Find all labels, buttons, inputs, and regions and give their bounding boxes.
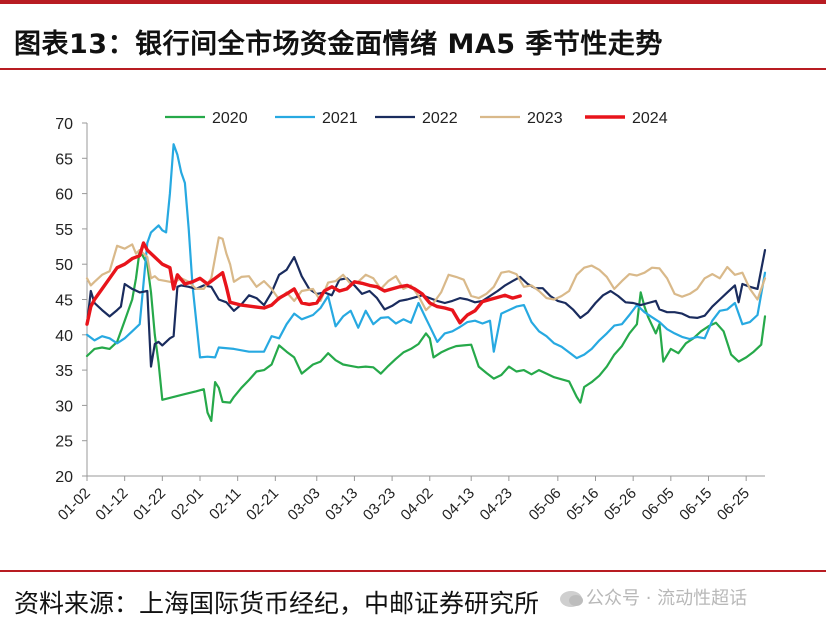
series-line-2020 [85,249,767,422]
legend: 2020 2021 2022 2023 2024 [165,110,668,127]
x-tick-label: 04-23 [477,485,516,524]
x-tick-label: 02-11 [206,485,244,523]
y-tick-label: 50 [55,257,73,274]
header: 图表13：银行间全市场资金面情绪 MA5 季节性走势 [0,0,826,70]
y-tick-label: 55 [55,222,73,239]
y-tick-label: 45 [55,293,73,310]
axes: 202530354045505560657001-0201-1201-2202-… [55,116,765,524]
x-tick-label: 03-03 [284,485,323,524]
x-tick-label: 02-01 [168,485,207,524]
x-tick-label: 03-23 [360,485,399,524]
y-tick-label: 40 [55,328,73,345]
x-tick-label: 06-05 [639,485,678,524]
series-lines [85,143,767,422]
x-tick-label: 01-12 [92,485,131,524]
x-tick-label: 05-16 [563,485,602,524]
y-tick-label: 35 [55,363,73,380]
legend-label-2024: 2024 [632,110,668,127]
source-note: 资料来源：上海国际货币经纪，中邮证券研究所 [14,589,540,618]
y-tick-label: 25 [55,434,73,451]
x-tick-label: 05-06 [526,485,565,524]
legend-label-2023: 2023 [527,110,563,127]
x-tick-label: 03-13 [322,485,361,524]
x-tick-label: 05-26 [601,485,640,524]
series-line-2021 [85,143,767,360]
x-tick-label: 06-25 [714,485,753,524]
y-tick-label: 70 [55,116,73,133]
x-tick-label: 04-02 [397,485,436,524]
legend-label-2021: 2021 [322,110,358,127]
chart-title: 图表13：银行间全市场资金面情绪 MA5 季节性走势 [14,29,663,60]
x-tick-label: 01-02 [55,485,94,524]
top-accent-line [0,0,826,4]
y-tick-label: 30 [55,398,73,415]
legend-label-2020: 2020 [212,110,248,127]
y-tick-label: 60 [55,187,73,204]
footer-divider [0,570,826,572]
x-tick-label: 04-13 [439,485,478,524]
watermark: 公众号 · 流动性超话 [560,584,747,610]
seasonal-line-chart: 2020 2021 2022 2023 2024 2025303540455055606… [55,110,767,524]
x-tick-label: 02-21 [243,485,282,524]
wechat-icon [560,591,583,607]
series-line-2024 [85,241,522,326]
y-tick-label: 65 [55,151,73,168]
series-line-2022 [85,249,767,368]
y-tick-label: 20 [55,469,73,486]
watermark-text: 公众号 · 流动性超话 [586,588,748,609]
x-tick-label: 01-22 [130,485,169,524]
x-tick-label: 06-15 [676,485,715,524]
title-divider [0,68,826,70]
legend-label-2022: 2022 [422,110,458,127]
